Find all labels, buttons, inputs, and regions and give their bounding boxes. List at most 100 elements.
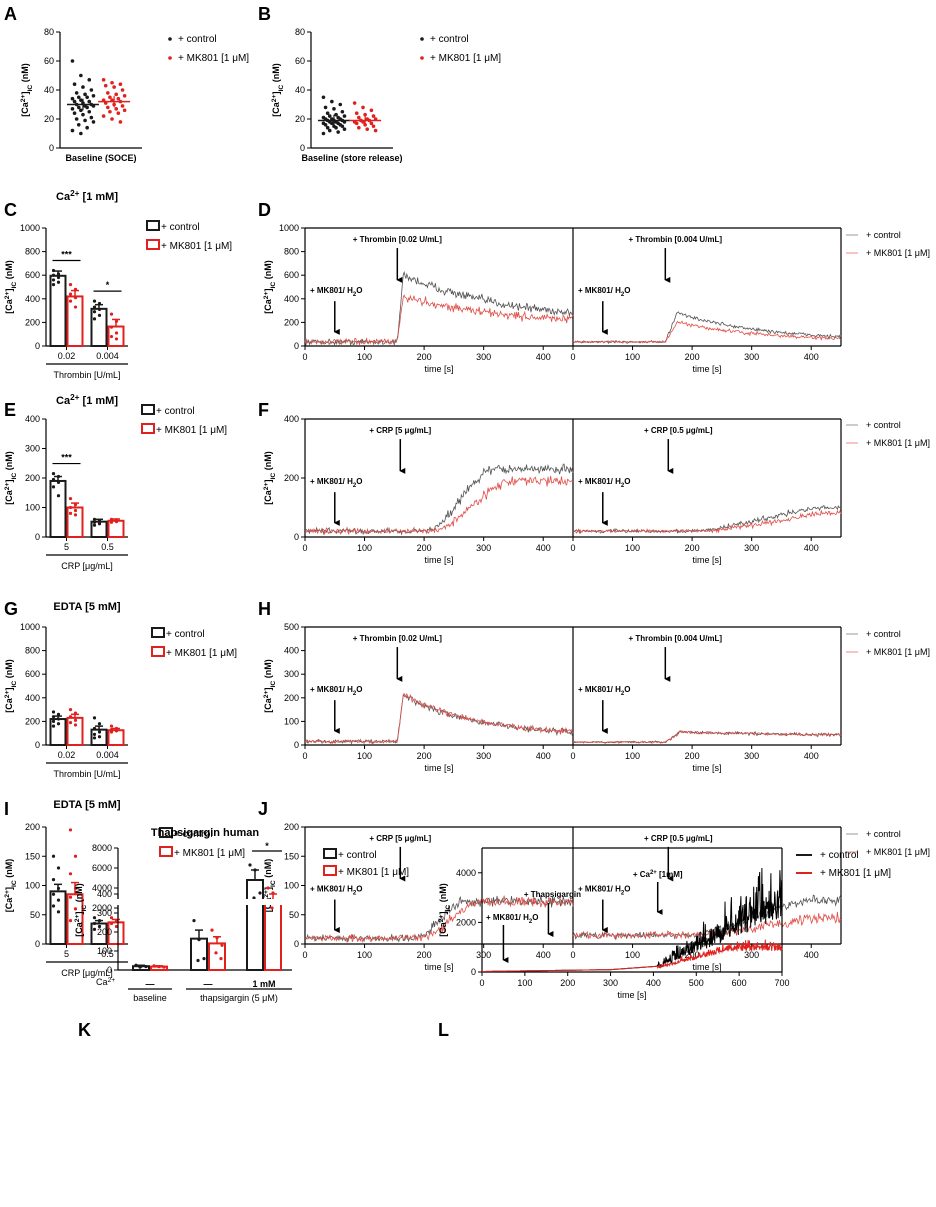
- bar: [49, 274, 67, 348]
- x-tick-label: 100: [357, 352, 372, 362]
- treatment-annotation-part: O: [356, 685, 362, 694]
- data-point: [68, 872, 73, 876]
- significance-label: ***: [61, 453, 72, 463]
- data-point: [68, 292, 73, 296]
- data-point: [114, 92, 119, 97]
- data-point: [68, 715, 73, 719]
- panel-label-F: F: [258, 400, 269, 420]
- x-tick-label: 0.02: [58, 351, 76, 361]
- y-axis-label-part: 2+: [438, 914, 445, 922]
- y-tick-label: 80: [44, 27, 54, 37]
- data-point: [89, 115, 94, 120]
- x-tick-label: 300: [744, 950, 759, 960]
- data-point: [51, 477, 56, 482]
- data-point: [258, 891, 262, 895]
- data-point: [338, 102, 343, 107]
- stimulus-annotation: + Thrombin [0.004 U/mL]: [629, 235, 723, 244]
- data-point: [248, 863, 252, 867]
- x-tick-label: 0: [570, 751, 575, 761]
- data-point: [109, 916, 114, 920]
- data-point: [214, 951, 218, 955]
- x-tick-label: 200: [417, 751, 432, 761]
- data-point: [51, 278, 56, 282]
- y-axis-label-part: [Ca: [4, 897, 14, 912]
- treatment-annotation-part: 2: [353, 483, 357, 489]
- data-point: [83, 118, 87, 123]
- y-axis-label-part: IC: [11, 880, 18, 887]
- data-point: [215, 936, 219, 940]
- y-tick-label: 2000: [456, 917, 476, 927]
- calcium-annotation-part: [1mM]: [657, 870, 683, 879]
- ca-value: 1 mM: [252, 979, 275, 989]
- data-point: [68, 708, 73, 712]
- subpanel-2: 0 100 200 300 400 time [s] + MK801/ H2O + Throm…: [570, 227, 842, 374]
- stimulus-annotation: + CRP [5 μg/mL]: [369, 834, 431, 843]
- y-axis-label-part: ]: [20, 92, 30, 95]
- data-point: [72, 99, 77, 104]
- treatment-annotation-part: + MK801/ H: [310, 685, 353, 694]
- y-tick-label: 500: [284, 622, 299, 632]
- data-point: [51, 715, 56, 719]
- data-point: [79, 73, 83, 78]
- legend-label: + MK801 [1 μM]: [156, 425, 227, 436]
- subpanel-1: 0 100 200 300 400 time [s] + MK801/ H2O + Throm…: [302, 626, 574, 773]
- data-point: [97, 313, 102, 317]
- data-point: [334, 125, 338, 130]
- calcium-annotation-part: 2+: [650, 870, 657, 876]
- legend-marker: [323, 865, 337, 876]
- y-axis-label: [Ca2+]IC (nM): [271, 63, 285, 116]
- legend-label: + MK801 [1 μM]: [174, 848, 245, 859]
- legend-label: + control: [156, 406, 195, 417]
- y-axis-label-part: [Ca: [438, 921, 448, 936]
- significance-label: *: [265, 841, 269, 851]
- data-point: [85, 125, 89, 130]
- data-point: [210, 928, 214, 932]
- x-axis-label: time [s]: [424, 364, 453, 374]
- legend-label: + control: [866, 829, 901, 839]
- y-axis-label-part: IC: [278, 85, 285, 92]
- treatment-annotation-part: + MK801/ H: [578, 685, 621, 694]
- data-point: [51, 892, 56, 896]
- x-tick-label: 400: [804, 543, 819, 553]
- data-point: [68, 497, 73, 501]
- data-point: [354, 111, 359, 115]
- y-tick-label: 600: [284, 270, 299, 280]
- panel-label-B: B: [258, 4, 271, 24]
- y-tick-label: 2000: [92, 903, 112, 913]
- data-point: [92, 916, 97, 920]
- y-axis-label-part: 2+: [263, 890, 270, 898]
- legend-label: + MK801 [1 μM]: [166, 648, 237, 659]
- chart-title: EDTA [5 mM]: [53, 799, 121, 811]
- x-tick-label: 400: [804, 751, 819, 761]
- y-tick-label: 400: [25, 294, 40, 304]
- bar: [208, 942, 226, 972]
- data-point: [116, 111, 121, 115]
- x-tick-label: 700: [774, 978, 789, 988]
- y-tick-label: 1000: [20, 622, 40, 632]
- data-point: [97, 307, 102, 312]
- y-tick-label: 0: [294, 939, 299, 949]
- y-axis-label-part: [Ca: [263, 298, 273, 313]
- y-tick-label: 300: [97, 908, 112, 918]
- y-tick-label: 150: [284, 851, 299, 861]
- y-tick-label: 150: [25, 851, 40, 861]
- legend-marker: [168, 37, 172, 41]
- data-point: [92, 726, 97, 731]
- data-point: [85, 105, 89, 110]
- data-point: [89, 88, 94, 92]
- panel-H: 0 100 200 300 400 500 [Ca2+]IC (nM) 0 100 200 300 4…: [263, 622, 930, 773]
- y-tick-label: 4000: [456, 868, 476, 878]
- data-point: [109, 921, 114, 926]
- treatment-annotation-part: 2: [529, 919, 533, 925]
- data-point: [101, 78, 106, 82]
- data-point: [332, 107, 336, 111]
- panel-G: 0 200 400 600 800 1000 [Ca2+]IC (nM) EDTA [5 mM…: [4, 601, 238, 779]
- x-axis-label: time [s]: [424, 962, 453, 972]
- ca-row-label-part: 2+: [108, 977, 116, 984]
- y-axis-label-part: (nM): [263, 859, 273, 881]
- panel-label-K: K: [78, 1020, 91, 1040]
- legend-label: + control: [166, 629, 205, 640]
- x-tick-label: 100: [625, 751, 640, 761]
